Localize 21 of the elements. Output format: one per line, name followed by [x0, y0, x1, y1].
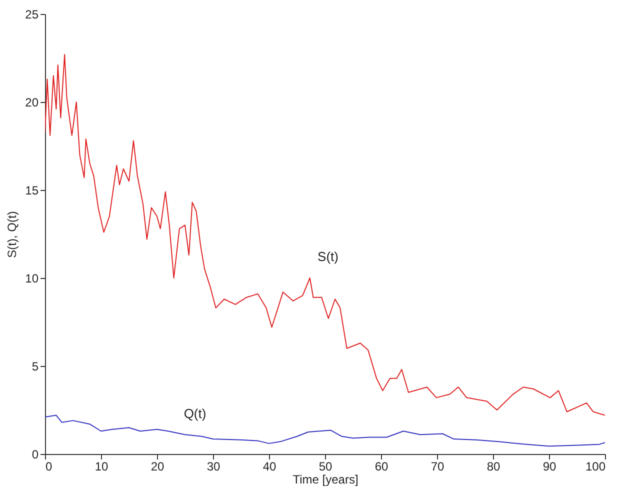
- x-tick-label: 80: [486, 460, 500, 474]
- y-tick-label: 20: [25, 96, 39, 110]
- y-tick-label: 25: [25, 8, 39, 22]
- x-tick-label: 40: [262, 460, 276, 474]
- y-tick-label: 5: [32, 360, 39, 374]
- y-tick-label: 0: [32, 448, 39, 462]
- y-tick-label: 15: [25, 184, 39, 198]
- x-tick-label: 70: [430, 460, 444, 474]
- x-tick-label: 90: [542, 460, 556, 474]
- x-tick-label: 60: [374, 460, 388, 474]
- y-tick-label: 10: [25, 272, 39, 286]
- x-tick-label: 0: [46, 460, 52, 474]
- x-tick-label: 20: [150, 460, 164, 474]
- series-label: Q(t): [184, 406, 206, 421]
- x-tick-label: 50: [318, 460, 332, 474]
- x-axis-title: Time [years]: [292, 472, 358, 486]
- x-tick-label: 100: [585, 460, 606, 474]
- x-tick-label: 30: [206, 460, 220, 474]
- x-tick-label: 10: [94, 460, 108, 474]
- series-label: S(t): [318, 249, 338, 264]
- y-axis-title: S(t), Q(t): [5, 211, 20, 258]
